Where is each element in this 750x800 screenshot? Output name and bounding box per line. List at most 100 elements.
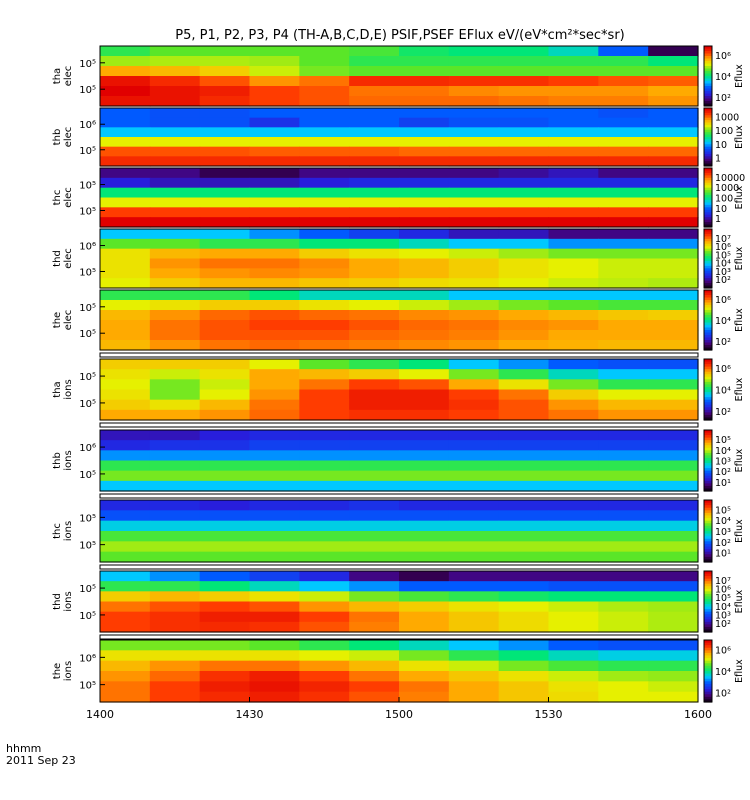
heatmap-cell <box>299 541 350 553</box>
colorbar-tick-label: 10⁶ <box>715 645 731 656</box>
heatmap-cell <box>448 320 500 331</box>
heatmap-cell <box>199 177 251 189</box>
colorbar-step <box>704 546 712 550</box>
heatmap-cell <box>548 369 599 380</box>
heatmap-cell <box>249 340 300 351</box>
colorbar-step <box>704 51 712 55</box>
heatmap-cell <box>399 146 450 157</box>
colorbar-step <box>704 586 712 590</box>
colorbar-step <box>704 212 712 216</box>
heatmap-cell <box>299 520 350 532</box>
heatmap-cell <box>648 290 699 301</box>
heatmap-cell <box>199 409 251 421</box>
colorbar-step <box>704 229 712 233</box>
colorbar-step <box>704 468 712 472</box>
heatmap-cell <box>399 168 450 179</box>
heatmap-cell <box>149 320 201 331</box>
heatmap-cell <box>349 76 400 87</box>
heatmap-cell <box>199 278 251 289</box>
colorbar-tick-label: 10 <box>715 140 727 151</box>
species-label: ions <box>63 521 74 541</box>
heatmap-cell <box>149 551 201 563</box>
probe-label: the <box>52 312 63 328</box>
colorbar-step <box>704 285 712 289</box>
colorbar-step <box>704 696 712 701</box>
colorbar-step <box>704 158 712 162</box>
heatmap-cell <box>648 177 699 189</box>
heatmap-cell <box>299 320 350 331</box>
heatmap-cell <box>498 108 550 119</box>
heatmap-cell <box>299 450 350 462</box>
colorbar-step <box>704 222 712 226</box>
heatmap-cell <box>498 621 550 633</box>
heatmap-cell <box>498 248 550 260</box>
heatmap-cell <box>498 470 550 482</box>
heatmap-cell <box>199 430 251 441</box>
heatmap-cell <box>448 300 500 311</box>
panel-frame <box>99 570 699 633</box>
heatmap-cell <box>249 650 300 662</box>
heatmap-cell <box>598 217 649 228</box>
colorbar-step <box>704 450 712 454</box>
heatmap-cell <box>100 359 151 370</box>
heatmap-cell <box>149 66 201 77</box>
heatmap-cell <box>349 340 400 351</box>
chart-title: P5, P1, P2, P3, P4 (TH-A,B,C,D,E) PSIF,P… <box>175 28 625 43</box>
colorbar-step <box>704 571 712 575</box>
heatmap-cell <box>349 520 400 532</box>
heatmap-cell <box>100 320 151 331</box>
colorbar-step <box>704 676 712 680</box>
heatmap-cell <box>399 379 450 391</box>
heatmap-cell <box>199 399 251 411</box>
heatmap-cell <box>498 278 550 289</box>
heatmap-cell <box>498 187 550 199</box>
y-tick-label: 10⁵ <box>79 59 96 70</box>
heatmap-cell <box>299 229 350 240</box>
heatmap-cell <box>100 238 151 250</box>
heatmap-cell <box>448 207 500 218</box>
colorbar-step <box>704 78 712 82</box>
heatmap-cell <box>299 430 350 441</box>
heatmap-cell <box>100 480 151 492</box>
colorbar-step <box>704 655 712 659</box>
heatmap-cell <box>648 300 699 311</box>
heatmap-cell <box>648 450 699 462</box>
colorbar-step <box>704 414 712 419</box>
colorbar-step <box>704 214 712 218</box>
heatmap-cell <box>100 591 151 603</box>
heatmap-cell <box>299 197 350 208</box>
heatmap-cell <box>498 238 550 250</box>
heatmap-cell <box>149 96 201 107</box>
heatmap-cell <box>598 320 649 331</box>
heatmap-cell <box>199 581 251 592</box>
heatmap-cell <box>498 681 550 693</box>
heatmap-cell <box>199 531 251 542</box>
heatmap-cell <box>249 440 300 451</box>
heatmap-cell <box>100 146 151 157</box>
heatmap-cell <box>299 389 350 401</box>
heatmap-cell <box>598 168 649 179</box>
colorbar-step <box>704 445 712 449</box>
heatmap-cell <box>299 168 350 179</box>
heatmap-cell <box>149 187 201 199</box>
heatmap-cell <box>498 46 550 57</box>
colorbar-step <box>704 518 712 522</box>
colorbar-step <box>704 320 712 324</box>
heatmap-cell <box>548 217 599 228</box>
heatmap-cell <box>249 660 300 672</box>
colorbar-step <box>704 361 712 365</box>
colorbar-step <box>704 640 712 644</box>
heatmap-cell <box>598 480 649 492</box>
heatmap-cell <box>598 229 649 240</box>
heatmap-cell <box>448 197 500 208</box>
heatmap-cell <box>598 440 649 451</box>
heatmap-cell <box>349 290 400 301</box>
heatmap-cell <box>648 248 699 260</box>
colorbar-step <box>704 660 712 664</box>
heatmap-cell <box>548 681 599 693</box>
y-tick-label: 10⁵ <box>79 267 96 278</box>
colorbar-step <box>704 132 712 136</box>
heatmap-cell <box>349 510 400 522</box>
heatmap-cell <box>548 258 599 269</box>
colorbar-label: Eflux <box>734 308 745 332</box>
